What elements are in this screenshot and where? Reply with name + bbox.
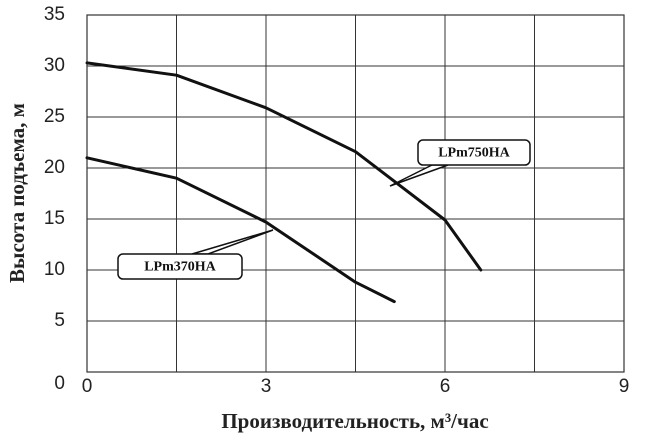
- y-axis-title: Высота подъема, м: [5, 103, 29, 283]
- x-tick-label: 3: [261, 376, 272, 397]
- x-tick-label: 0: [82, 376, 93, 397]
- y-tick-label: 20: [44, 157, 65, 178]
- y-tick-label: 10: [44, 259, 65, 280]
- y-tick-label: 30: [44, 55, 65, 76]
- x-axis-title: Производительность, м³/час: [221, 409, 488, 433]
- callout-box: [417, 139, 531, 166]
- x-tick-label: 6: [440, 376, 451, 397]
- curve: [85, 61, 483, 272]
- plot-frame: [86, 14, 625, 373]
- legend-label: LPm750HA: [438, 146, 510, 161]
- y-tick-label: 35: [44, 4, 65, 25]
- x-tick-label: 9: [619, 376, 630, 397]
- y-tick-label: 15: [44, 208, 65, 229]
- legend-label: LPm370HA: [144, 260, 216, 275]
- y-tick-label: 5: [54, 310, 65, 331]
- curve: [85, 156, 396, 304]
- callout-box: [117, 253, 243, 280]
- callout-pointer: [191, 229, 274, 255]
- y-tick-label: 25: [44, 106, 65, 127]
- y-tick-label: 0: [54, 373, 65, 394]
